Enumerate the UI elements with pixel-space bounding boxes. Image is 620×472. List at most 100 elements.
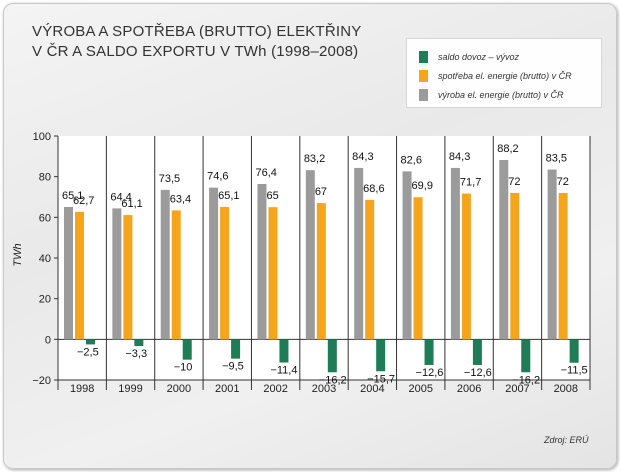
x-tick-label: 2006: [457, 383, 481, 395]
chart-labels: 65,162,7−2,564,461,1−3,373,563,4−1074,66…: [62, 143, 588, 386]
x-tick-label: 2008: [554, 383, 578, 395]
bar-spotreba: [268, 207, 278, 340]
data-label-vyroba: 83,5: [546, 153, 567, 165]
data-label-spotreba: 68,6: [363, 183, 384, 195]
data-label-vyroba: 76,4: [255, 167, 276, 179]
y-tick-label: 60: [39, 212, 51, 224]
bar-spotreba: [220, 206, 230, 340]
bar-vyroba: [547, 169, 557, 340]
y-tick-label: 0: [45, 334, 51, 346]
data-label-saldo: −12,6: [464, 367, 492, 379]
bar-saldo: [327, 339, 337, 373]
bar-saldo: [472, 339, 482, 365]
bar-vyroba: [450, 167, 460, 340]
data-label-vyroba: 84,3: [449, 151, 470, 163]
legend-swatch-spotreba: [419, 69, 428, 82]
data-label-saldo: −15,7: [367, 373, 395, 385]
bar-saldo: [376, 339, 386, 372]
bar-vyroba: [64, 206, 73, 340]
legend-item-spotreba: spotřeba el. energie (brutto) v ČR: [419, 66, 601, 85]
data-label-saldo: −16,2: [319, 374, 347, 386]
data-label-spotreba: 65: [266, 190, 278, 202]
legend-swatch-saldo: [419, 50, 428, 63]
legend-label-vyroba: výroba el. energie (brutto) v ČR: [438, 89, 564, 100]
bar-vyroba: [499, 159, 509, 340]
bar-spotreba: [558, 192, 568, 340]
bar-saldo: [134, 339, 144, 347]
bar-saldo: [231, 339, 241, 359]
y-axis-label: TWh: [12, 243, 24, 266]
x-tick-label: 2001: [215, 383, 239, 395]
data-label-spotreba: 72: [508, 176, 520, 188]
data-label-vyroba: 88,2: [497, 143, 518, 155]
data-label-spotreba: 72: [557, 176, 569, 188]
bar-spotreba: [75, 211, 84, 340]
chart-title-line-2: V ČR A SALDO EXPORTU V TWh (1998–2008): [32, 43, 359, 60]
data-label-vyroba: 74,6: [207, 171, 228, 183]
bar-spotreba: [510, 192, 520, 340]
y-tick-label: −20: [32, 375, 51, 387]
data-label-saldo: −11,4: [270, 365, 297, 377]
bar-vyroba: [257, 183, 267, 340]
bar-saldo: [569, 339, 579, 363]
data-label-vyroba: 84,3: [352, 151, 373, 163]
bar-vyroba: [354, 167, 364, 340]
bar-vyroba: [160, 189, 170, 340]
bar-saldo: [279, 339, 289, 363]
bar-vyroba: [112, 208, 122, 340]
bar-spotreba: [171, 210, 181, 340]
chart-axes: 100 80 60 40 20 0 −20 1998 1999 2000 2001 2002 2003 2…: [32, 131, 591, 395]
bar-spotreba: [316, 203, 326, 340]
legend-label-saldo: saldo dovoz – vývoz: [438, 51, 520, 62]
legend-item-saldo: saldo dovoz – vývoz: [419, 47, 601, 66]
bar-spotreba: [413, 197, 423, 340]
y-tick-label: 20: [39, 294, 51, 306]
data-label-spotreba: 61,1: [121, 198, 142, 210]
data-label-saldo: −3,3: [125, 348, 147, 360]
chart-legend: saldo dovoz – vývoz spotřeba el. energie…: [406, 38, 602, 108]
x-tick-label: 2003: [312, 383, 336, 395]
data-label-vyroba: 83,2: [304, 153, 325, 165]
bar-vyroba: [209, 187, 219, 340]
bar-vyroba: [305, 170, 315, 340]
data-label-saldo: −11,5: [561, 365, 588, 377]
data-label-spotreba: 71,7: [460, 177, 481, 189]
x-tick-label: 2000: [167, 383, 191, 395]
x-tick-label: 1999: [118, 383, 142, 395]
data-label-saldo: −10: [174, 362, 193, 374]
data-label-spotreba: 62,7: [73, 195, 94, 207]
chart-bars: [64, 159, 579, 373]
bar-vyroba: [402, 171, 412, 340]
data-label-vyroba: 65,1: [62, 190, 83, 202]
x-tick-label: 2007: [505, 383, 529, 395]
bar-saldo: [424, 339, 434, 365]
data-label-vyroba: 64,4: [110, 191, 131, 203]
data-label-saldo: −9,5: [222, 361, 244, 373]
x-tick-label: 2004: [360, 383, 384, 395]
legend-label-spotreba: spotřeba el. energie (brutto) v ČR: [438, 70, 572, 81]
data-label-spotreba: 69,9: [412, 180, 433, 192]
x-tick-label: 2005: [408, 383, 432, 395]
bar-spotreba: [461, 193, 471, 340]
data-label-saldo: −16,2: [512, 374, 540, 386]
data-label-vyroba: 73,5: [159, 173, 180, 185]
y-tick-label: 80: [39, 172, 51, 184]
data-label-saldo: −2,5: [77, 346, 99, 358]
data-label-saldo: −12,6: [416, 367, 444, 379]
data-label-spotreba: 67: [315, 186, 327, 198]
bar-saldo: [521, 339, 531, 373]
chart-title-line-1: VÝROBA A SPOTŘEBA (BRUTTO) ELEKTŘINY: [32, 23, 362, 40]
chart-title: VÝROBA A SPOTŘEBA (BRUTTO) ELEKTŘINY V Č…: [32, 22, 362, 62]
bar-spotreba: [365, 199, 375, 340]
bar-spotreba: [123, 215, 133, 340]
data-label-vyroba: 82,6: [401, 154, 422, 166]
x-tick-label: 1998: [70, 383, 94, 395]
y-tick-label: 40: [39, 253, 51, 265]
y-tick-label: 100: [33, 131, 51, 143]
legend-swatch-vyroba: [419, 88, 428, 101]
x-tick-label: 2002: [263, 383, 287, 395]
data-label-spotreba: 63,4: [170, 193, 191, 205]
bar-saldo: [86, 339, 95, 345]
data-label-spotreba: 65,1: [218, 190, 239, 202]
